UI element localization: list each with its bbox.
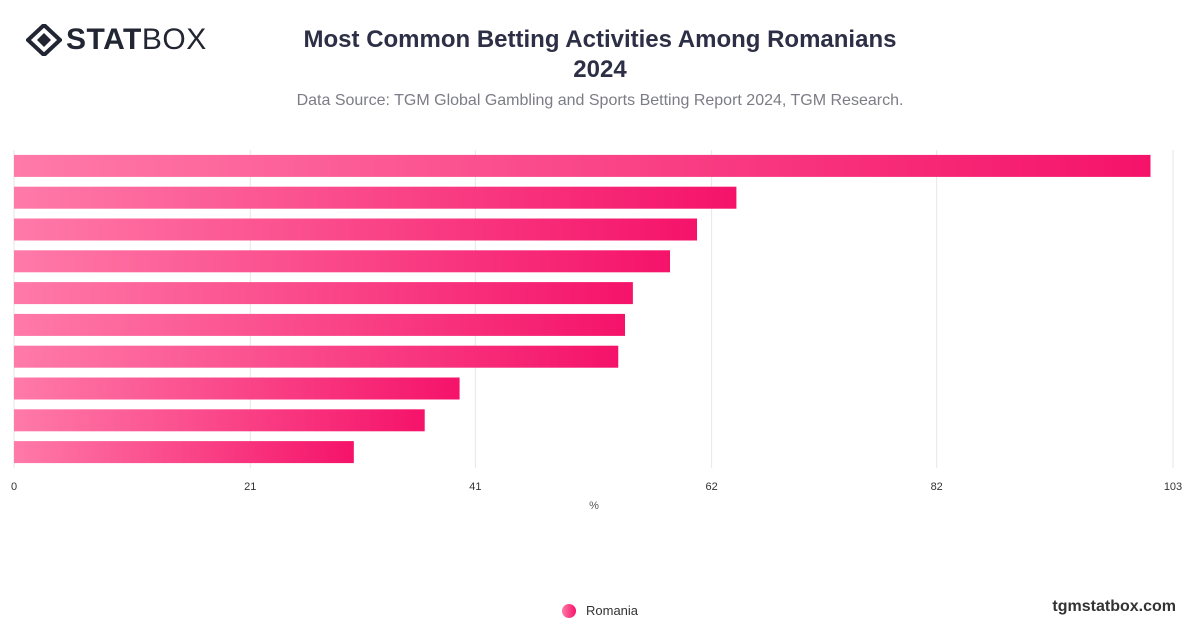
bar[interactable] xyxy=(14,250,671,273)
bar[interactable] xyxy=(14,441,354,464)
bar[interactable] xyxy=(14,377,460,400)
chart-title: Most Common Betting Activities Among Rom… xyxy=(200,25,1000,85)
logo-text: STATBOX xyxy=(66,24,207,56)
x-tick-label: 0 xyxy=(11,481,17,493)
logo-text-bold: STAT xyxy=(66,23,142,56)
bar[interactable] xyxy=(14,154,1151,177)
diamond-logo-icon xyxy=(26,24,62,56)
x-tick-label: 62 xyxy=(706,481,718,493)
x-tick-label: 21 xyxy=(244,481,256,493)
bar[interactable] xyxy=(14,186,737,209)
bars xyxy=(14,154,1151,464)
bar[interactable] xyxy=(14,282,633,305)
logo-text-light: BOX xyxy=(141,23,207,56)
footer-site[interactable]: tgmstatbox.com xyxy=(1052,598,1176,615)
x-axis-ticks: 0 21 41 62 82 103 xyxy=(11,481,1182,493)
bar[interactable] xyxy=(14,345,619,368)
x-axis-title: % xyxy=(589,500,599,512)
x-tick-label: 82 xyxy=(931,481,943,493)
chart-title-line1: Most Common Betting Activities Among Rom… xyxy=(303,26,897,53)
x-tick-label: 41 xyxy=(469,481,481,493)
bar[interactable] xyxy=(14,218,698,241)
bar[interactable] xyxy=(14,313,626,336)
x-tick-label: 103 xyxy=(1164,481,1182,493)
legend[interactable]: Romania xyxy=(562,603,638,618)
legend-marker-romania xyxy=(562,603,576,618)
legend-label-romania: Romania xyxy=(586,603,639,618)
bar[interactable] xyxy=(14,409,425,432)
chart-subtitle: Data Source: TGM Global Gambling and Spo… xyxy=(296,92,904,109)
chart-title-line2: 2024 xyxy=(573,56,627,83)
statbox-logo[interactable]: STATBOX xyxy=(26,24,207,56)
